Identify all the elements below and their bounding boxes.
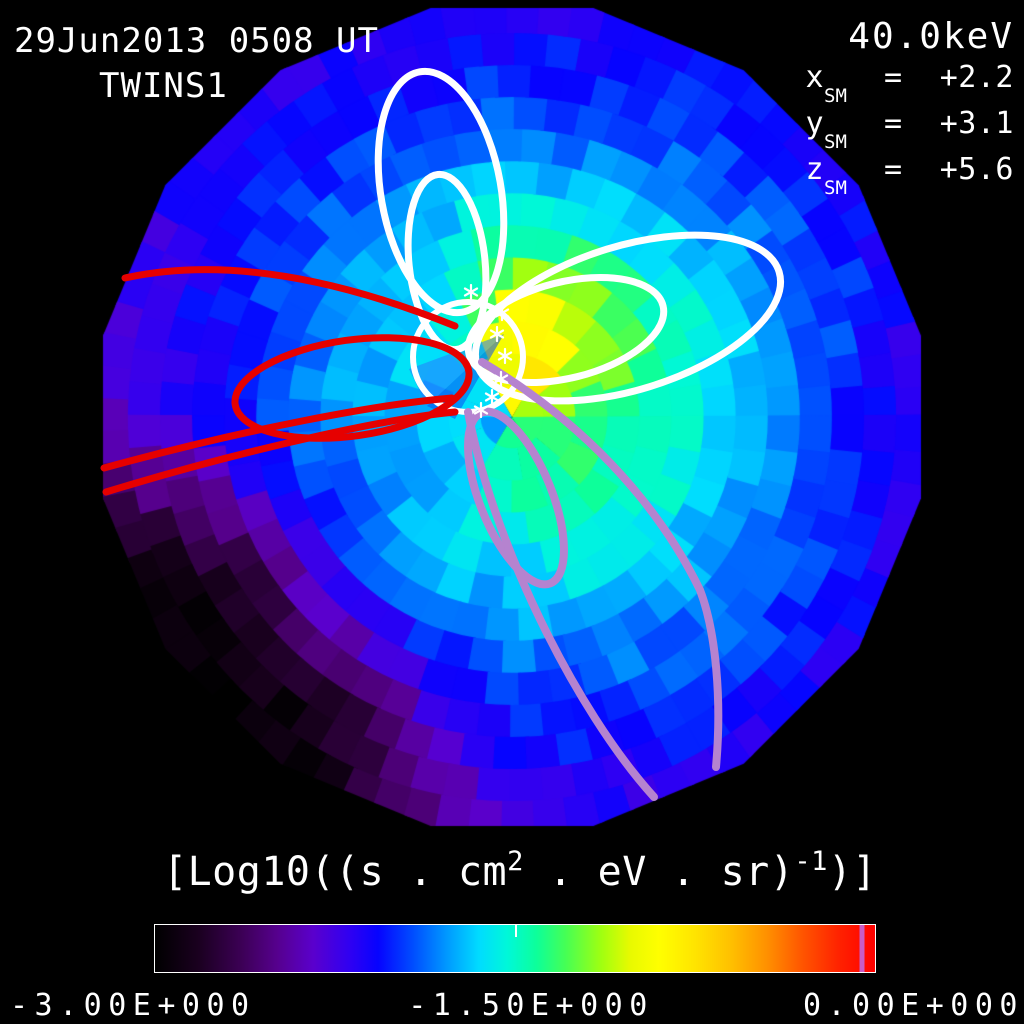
spacecraft-position-rows: xSM = +2.2 ySM = +3.1 zSM = +5.6 [805,60,1014,199]
colorbar-unit-label: [Log10((s . cm2 . eV . sr)-1)] [0,846,1024,895]
position-symbol: x [805,60,825,95]
field-footprint-star [473,405,489,415]
field-footprint-star [463,287,479,297]
purple-field-lines [464,408,658,801]
sc-position-row: zSM = +5.6 [805,152,1014,199]
position-subscript: SM [824,177,847,199]
position-symbol: y [805,106,825,141]
position-subscript: SM [824,85,847,107]
energy-label: 40.0keV [848,16,1014,57]
purple-field-lines [478,358,723,771]
colorbar-tick-max: 0.00E+000 [802,988,1024,1023]
position-subscript: SM [824,131,847,153]
earth-shadow-cone [409,334,504,406]
unit-text: )] [827,849,877,895]
unit-superscript: -1 [794,846,828,877]
red-field-lines [231,334,473,442]
position-value: +3.1 [939,106,1014,141]
white-field-lines [404,170,490,354]
field-footprint-star [484,392,500,402]
equals-sign: = [846,60,940,95]
white-field-lines [464,274,668,386]
instrument-label: TWINS1 [99,66,228,106]
position-value: +2.2 [939,60,1014,95]
position-value: +5.6 [939,152,1014,187]
sc-position-row: xSM = +2.2 [805,60,1014,107]
white-field-lines [374,67,508,317]
colorbar-tick-mid: -1.50E+000 [408,988,654,1023]
unit-text: . eV . sr) [523,849,795,895]
colorbar-saturation-marker [859,925,865,972]
sc-position-row: ySM = +3.1 [805,106,1014,153]
field-footprint-star [497,351,513,361]
unit-text: [Log10((s . cm [162,849,508,895]
equals-sign: = [846,152,940,187]
equals-sign: = [846,106,940,141]
colorbar-mid-tick [515,925,517,937]
field-footprint-star [494,308,510,318]
energy-position-block: 40.0keV xSM = +2.2 ySM = +3.1 zSM = +5.6 [805,16,1014,199]
red-field-lines [102,408,459,496]
colorbar-tick-min: -3.00E+000 [10,988,256,1023]
colorbar [154,924,876,973]
field-footprint-star [489,329,505,339]
position-symbol: z [805,152,825,187]
unit-superscript: 2 [507,846,524,877]
red-field-lines [121,266,459,330]
red-field-lines [100,394,456,472]
field-footprint-star [493,374,509,384]
timestamp-label: 29Jun2013 0508 UT [14,21,379,61]
